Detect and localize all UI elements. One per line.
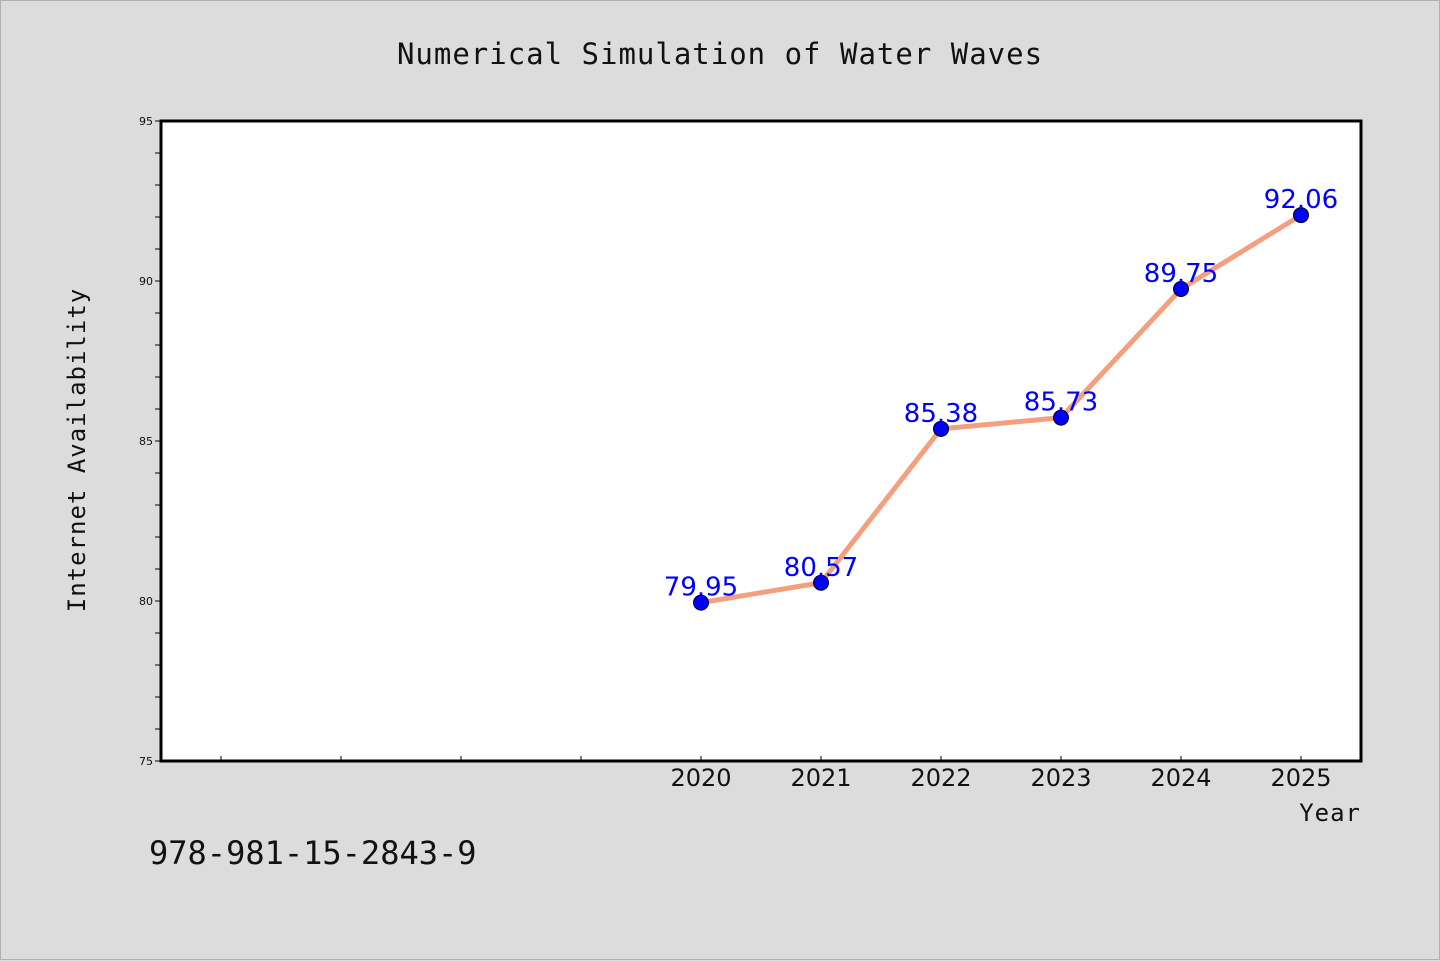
data-label: 92.06 <box>1264 185 1338 215</box>
isbn-text: 978-981-15-2843-9 <box>149 834 477 872</box>
y-tick-label: 80 <box>139 595 153 608</box>
x-tick-label: 2022 <box>910 764 971 792</box>
y-tick-label: 85 <box>139 435 153 448</box>
plot-frame <box>159 119 1363 763</box>
x-axis-label: Year <box>1299 799 1361 827</box>
data-label: 85.73 <box>1024 388 1098 418</box>
x-tick-label: 2021 <box>790 764 851 792</box>
data-point <box>933 420 949 437</box>
y-axis-label: Internet Availability <box>63 288 91 612</box>
chart-title: Numerical Simulation of Water Waves <box>397 37 1043 71</box>
data-point <box>1053 409 1069 426</box>
x-tick-label: 2025 <box>1270 764 1331 792</box>
x-tick-label: 2023 <box>1030 764 1091 792</box>
data-label: 85.38 <box>904 399 978 429</box>
series-line <box>700 212 1303 606</box>
plot-area <box>161 121 1361 761</box>
axis-ticks: 75 80 85 90 95 2020 2021 2022 2023 2024 2025 <box>139 115 1332 792</box>
data-point <box>813 574 829 591</box>
y-tick-label: 90 <box>139 275 153 288</box>
series-layer <box>693 207 1309 611</box>
data-point <box>693 594 709 611</box>
data-point <box>1293 207 1309 224</box>
data-labels: 79.95 80.57 85.38 85.73 89.75 92.06 <box>664 185 1338 603</box>
data-label: 89.75 <box>1144 259 1218 289</box>
y-tick-label: 95 <box>139 115 153 128</box>
data-label: 79.95 <box>664 573 738 603</box>
x-tick-label: 2024 <box>1150 764 1211 792</box>
y-tick-label: 75 <box>139 755 153 768</box>
data-point <box>1173 281 1189 297</box>
data-label: 80.57 <box>784 553 858 583</box>
x-tick-label: 2020 <box>670 764 731 792</box>
